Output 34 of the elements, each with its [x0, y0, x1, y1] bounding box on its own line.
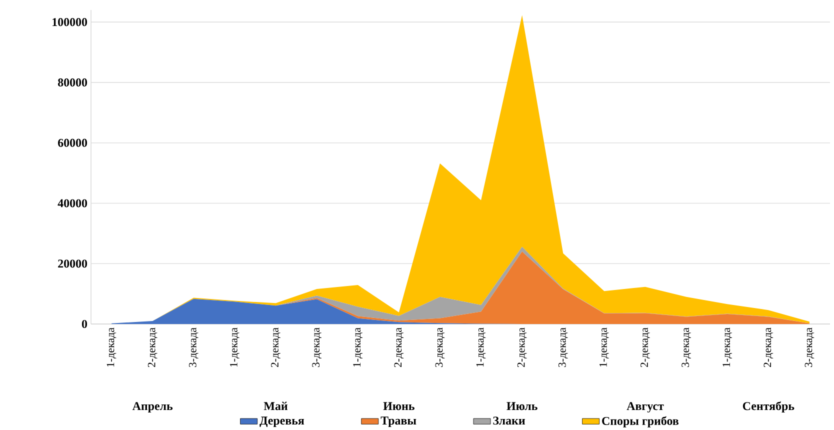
x-tick-label: 1-декада: [106, 327, 116, 366]
x-tick-label: 2-декада: [640, 327, 650, 367]
text: Май: [264, 402, 288, 410]
legend-label: Деревья: [260, 416, 304, 427]
x-tick-label: 1-декада: [722, 327, 732, 366]
y-tick-label: 40000: [58, 199, 88, 208]
x-tick-label: 3-декада: [188, 327, 198, 367]
x-tick-label: 3-декада: [435, 327, 445, 367]
x-tick-label: 2-декада: [271, 327, 280, 367]
text: Июнь: [383, 402, 414, 410]
x-tick-label: 3-декада: [312, 327, 322, 367]
y-tick-label: 0: [82, 320, 88, 328]
x-tick-label: 3-декада: [558, 327, 568, 367]
y-tick-label: 20000: [58, 259, 88, 268]
x-tick-label: 2-декада: [148, 327, 158, 367]
legend-label: Злаки: [493, 416, 526, 424]
x-tick-label: 2-декада: [517, 327, 527, 367]
text: Апрель: [132, 402, 173, 412]
legend-label: Споры грибов: [602, 416, 679, 428]
x-tick-label: 3-декада: [804, 327, 814, 367]
x-tick-label: 1-декада: [230, 327, 240, 366]
x-tick-label: 3-декада: [682, 327, 691, 367]
y-tick-label: 100000: [52, 18, 88, 26]
legend-label: Травы: [380, 416, 416, 427]
text: Июль: [506, 402, 538, 410]
x-tick-label: 2-декада: [394, 327, 404, 367]
x-tick-label: 1-декада: [353, 327, 363, 366]
y-tick-label: 60000: [58, 138, 88, 147]
x-tick-label: 1-декада: [600, 327, 609, 366]
text: Сентябрь: [742, 401, 794, 412]
x-tick-label: 1-декада: [476, 327, 486, 366]
text: Август: [626, 402, 664, 412]
y-tick-label: 80000: [58, 78, 88, 86]
x-tick-label: 2-декада: [764, 327, 774, 367]
